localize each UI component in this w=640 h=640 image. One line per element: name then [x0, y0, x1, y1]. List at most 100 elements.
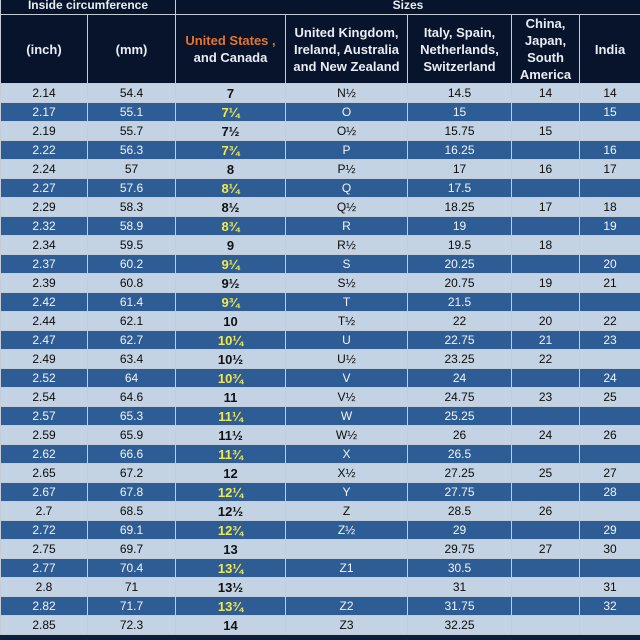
inch-cell: 2.39 — [0, 273, 88, 293]
inside-circumference-header: Inside circumference — [0, 0, 176, 15]
us-size-cell: 10½ — [175, 349, 286, 369]
us-size-cell: 13½ — [175, 577, 286, 597]
india-size-cell: 17 — [578, 159, 640, 179]
uk-size-cell: Z2 — [285, 596, 408, 616]
uk-size-cell: Q — [285, 178, 408, 198]
china-size-cell — [511, 520, 580, 540]
mm-cell: 54.4 — [87, 83, 176, 103]
us-size-cell: 10 — [175, 311, 286, 331]
eu-size-cell: 24.75 — [407, 387, 512, 407]
uk-size-cell: Z½ — [285, 520, 408, 540]
uk-size-cell — [285, 577, 408, 597]
inch-cell: 2.34 — [0, 235, 88, 255]
us-size-cell: 9¾ — [175, 292, 286, 312]
inch-cell: 2.85 — [0, 615, 88, 635]
uk-size-cell: P½ — [285, 159, 408, 179]
china-size-cell — [511, 102, 580, 122]
china-size-cell: 22 — [511, 349, 580, 369]
mm-cell: 66.6 — [87, 444, 176, 464]
us-size-cell: 9 — [175, 235, 286, 255]
table-row: 2.75 69.7 13 29.75 27 30 — [0, 539, 640, 559]
table-row: 2.17 55.1 7¼ O 15 15 — [0, 102, 640, 122]
inch-column-header: (inch) — [0, 14, 88, 84]
india-size-cell — [578, 501, 640, 521]
uk-size-cell: X — [285, 444, 408, 464]
china-size-cell — [511, 254, 580, 274]
india-size-cell: 15 — [578, 102, 640, 122]
us-size-cell: 9¼ — [175, 254, 286, 274]
inch-cell: 2.54 — [0, 387, 88, 407]
us-size-cell: 12¼ — [175, 482, 286, 502]
eu-size-cell: 19.5 — [407, 235, 512, 255]
china-size-cell: 27 — [511, 539, 580, 559]
table-row: 2.72 69.1 12¾ Z½ 29 29 — [0, 520, 640, 540]
mm-cell: 58.3 — [87, 197, 176, 217]
inch-cell: 2.22 — [0, 140, 88, 160]
india-size-cell — [578, 349, 640, 369]
india-size-cell: 26 — [578, 425, 640, 445]
eu-size-cell: 27.75 — [407, 482, 512, 502]
china-size-cell — [511, 577, 580, 597]
india-size-cell: 30 — [578, 539, 640, 559]
eu-size-cell: 19 — [407, 216, 512, 236]
india-size-cell: 18 — [578, 197, 640, 217]
mm-cell: 69.7 — [87, 539, 176, 559]
inch-cell: 2.47 — [0, 330, 88, 350]
mm-cell: 59.5 — [87, 235, 176, 255]
mm-cell: 61.4 — [87, 292, 176, 312]
uk-size-cell: Z3 — [285, 615, 408, 635]
eu-size-cell: 15 — [407, 102, 512, 122]
mm-cell: 60.2 — [87, 254, 176, 274]
us-size-cell: 7¼ — [175, 102, 286, 122]
india-size-cell — [578, 235, 640, 255]
china-size-cell — [511, 596, 580, 616]
table-row: 2.77 70.4 13¼ Z1 30.5 — [0, 558, 640, 578]
india-size-cell: 24 — [578, 368, 640, 388]
us-size-cell: 11¼ — [175, 406, 286, 426]
mm-cell: 57.6 — [87, 178, 176, 198]
china-size-cell: 15 — [511, 121, 580, 141]
us-size-cell: 13¾ — [175, 596, 286, 616]
table-row: 2.47 62.7 10¼ U 22.75 21 23 — [0, 330, 640, 350]
inch-cell: 2.44 — [0, 311, 88, 331]
table-header: Inside circumference Sizes (inch) (mm) U… — [0, 0, 640, 84]
table-row: 2.59 65.9 11½ W½ 26 24 26 — [0, 425, 640, 445]
mm-cell: 72.3 — [87, 615, 176, 635]
uk-size-cell: V½ — [285, 387, 408, 407]
uk-size-cell: U½ — [285, 349, 408, 369]
us-size-cell: 8¼ — [175, 178, 286, 198]
china-size-cell — [511, 406, 580, 426]
us-size-cell: 7 — [175, 83, 286, 103]
china-size-cell: 21 — [511, 330, 580, 350]
mm-cell: 68.5 — [87, 501, 176, 521]
uk-size-cell: Z — [285, 501, 408, 521]
mm-cell: 57 — [87, 159, 176, 179]
mm-cell: 55.7 — [87, 121, 176, 141]
uk-size-cell: R — [285, 216, 408, 236]
inch-cell: 2.59 — [0, 425, 88, 445]
mm-cell: 67.2 — [87, 463, 176, 483]
us-size-cell: 7½ — [175, 121, 286, 141]
inch-cell: 2.62 — [0, 444, 88, 464]
eu-size-cell: 25.25 — [407, 406, 512, 426]
sizes-header: Sizes — [174, 0, 640, 15]
table-row: 2.29 58.3 8½ Q½ 18.25 17 18 — [0, 197, 640, 217]
uk-size-cell: Y — [285, 482, 408, 502]
eu-size-cell: 24 — [407, 368, 512, 388]
india-size-cell — [578, 292, 640, 312]
us-size-cell: 11¾ — [175, 444, 286, 464]
eu-size-cell: 26.5 — [407, 444, 512, 464]
us-size-cell: 12¾ — [175, 520, 286, 540]
mm-cell: 62.7 — [87, 330, 176, 350]
table-row: 2.52 64 10¾ V 24 24 — [0, 368, 640, 388]
table-row: 2.8 71 13½ 31 31 — [0, 577, 640, 597]
china-size-cell — [511, 482, 580, 502]
table-row: 2.62 66.6 11¾ X 26.5 — [0, 444, 640, 464]
table-row: 2.39 60.8 9½ S½ 20.75 19 21 — [0, 273, 640, 293]
table-body: 2.14 54.4 7 N½ 14.5 14 14 2.17 55.1 7¼ O 15 15 2.19 55… — [0, 83, 640, 635]
china-size-cell — [511, 558, 580, 578]
table-row: 2.7 68.5 12½ Z 28.5 26 — [0, 501, 640, 521]
eu-size-cell: 28.5 — [407, 501, 512, 521]
inch-cell: 2.29 — [0, 197, 88, 217]
